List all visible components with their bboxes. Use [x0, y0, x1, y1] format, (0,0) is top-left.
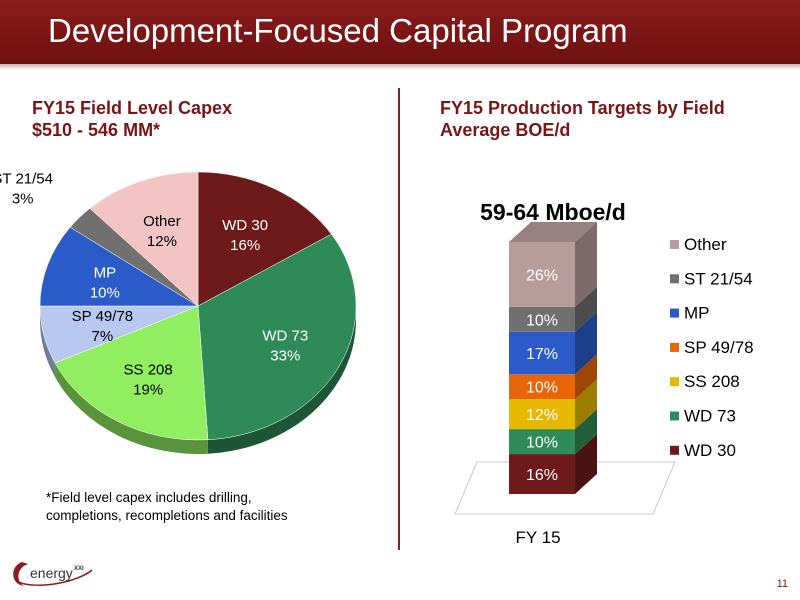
pie-label-wd-73: WD 73 [262, 328, 308, 345]
pie-slice-other [89, 171, 199, 307]
pie-label-st-21-54: ST 21/54 [0, 170, 53, 187]
bar-top-face [509, 222, 597, 242]
pie-value-other: 12% [147, 233, 177, 250]
legend-label-other: Other [684, 235, 727, 254]
energy-xxi-logo: energy XXI [13, 562, 93, 586]
production-stacked-bar-chart: 59-64 Mboe/d 16% 10% 12% 10% 17% 10% 26% FY 15 Ot… [454, 199, 754, 547]
pie-slice-wd-30 [197, 171, 332, 307]
legend-swatch-wd-30 [670, 445, 679, 455]
title-bar: Development-Focused Capital Program [0, 0, 800, 70]
pie-label-wd-30: WD 30 [222, 217, 268, 234]
pie-label-mp: MP [94, 264, 117, 281]
production-title-line1: FY15 Production Targets by Field [440, 98, 725, 118]
pie-value-ss-208: 19% [133, 382, 163, 399]
pie-slice-mp [39, 226, 199, 307]
title-bar-shadow [0, 64, 800, 70]
page-number: 11 [776, 578, 788, 590]
bar-segment-sp-49-78 [509, 374, 575, 400]
bar-value-st-21-54: 10% [526, 312, 558, 329]
pie-slice-wd-73 [197, 233, 357, 440]
capex-title-line1: FY15 Field Level Capex [32, 98, 233, 118]
bar-total-label: 59-64 Mboe/d [480, 199, 626, 225]
legend-label-sp-49-78: SP 49/78 [684, 338, 754, 357]
pie-value-wd-30: 16% [230, 237, 260, 254]
pie-label-other: Other [143, 213, 181, 230]
legend-swatch-other [670, 240, 679, 249]
logo-superscript: XXI [74, 566, 84, 572]
bar-value-mp: 17% [526, 346, 558, 363]
bar-side-wd-73 [575, 409, 597, 455]
legend-swatch-st-21-54 [670, 274, 679, 284]
legend-label-ss-208: SS 208 [684, 372, 740, 391]
legend-label-wd-30: WD 30 [684, 441, 736, 460]
slide-title: Development-Focused Capital Program [48, 12, 628, 49]
pie-label-ss-208: SS 208 [124, 362, 173, 379]
legend-label-wd-73: WD 73 [684, 407, 736, 426]
bar-side-st-21-54 [575, 286, 597, 332]
bar-side-mp [575, 311, 597, 375]
capex-section-title: FY15 Field Level Capex $510 - 546 MM* [32, 97, 232, 141]
capex-title-line2: $510 - 546 MM* [32, 120, 161, 140]
pie-side-wd-73 [207, 306, 356, 454]
section-divider [398, 88, 400, 550]
legend-swatch-wd-73 [670, 411, 679, 421]
pie-side-sp-49-78 [40, 306, 56, 378]
pie-label-sp-49-78: SP 49/78 [72, 308, 133, 325]
pie-value-sp-49-78: 7% [92, 328, 114, 345]
bar-value-sp-49-78: 10% [526, 380, 558, 397]
bar-segment-st-21-54 [509, 306, 575, 332]
legend-swatch-sp-49-78 [670, 342, 679, 352]
pie-side-ss-208 [55, 363, 208, 455]
legend-swatch-mp [670, 308, 679, 318]
bar-segment-wd-30 [509, 454, 575, 494]
bar-side-other [575, 222, 597, 307]
legend-label-st-21-54: ST 21/54 [684, 269, 753, 288]
footnote-line1: *Field level capex includes drilling, [46, 490, 252, 505]
legend-label-mp: MP [684, 304, 710, 323]
bar-category-label: FY 15 [515, 528, 560, 547]
capex-footnote: *Field level capex includes drilling, co… [46, 489, 288, 525]
bar-segment-other [509, 242, 575, 307]
bar-value-other: 26% [526, 267, 558, 284]
pie-value-mp: 10% [90, 284, 120, 301]
pie-value-wd-73: 33% [270, 348, 300, 365]
bar-side-wd-30 [575, 434, 597, 494]
production-section-title: FY15 Production Targets by Field Average… [440, 97, 725, 141]
legend-swatch-ss-208 [670, 377, 679, 387]
logo-text: energy [30, 565, 73, 581]
pie-value-st-21-54: 3% [12, 190, 34, 207]
bar-side-ss-208 [575, 379, 597, 430]
bar-segment-wd-73 [509, 429, 575, 455]
bar-segment-mp [509, 331, 575, 375]
bar-segment-ss-208 [509, 399, 575, 430]
capex-pie-chart: WD 30 16% WD 73 33% SS 208 19% SP 49/78 7% MP 10%… [0, 170, 357, 455]
bar-value-wd-30: 16% [526, 467, 558, 484]
production-title-line2: Average BOE/d [440, 120, 571, 140]
bar-value-wd-73: 10% [526, 435, 558, 452]
bar-side-sp-49-78 [575, 354, 597, 400]
bar-value-ss-208: 12% [526, 407, 558, 424]
footnote-line2: completions, recompletions and facilitie… [46, 508, 288, 523]
pie-slice-ss-208 [54, 305, 209, 441]
